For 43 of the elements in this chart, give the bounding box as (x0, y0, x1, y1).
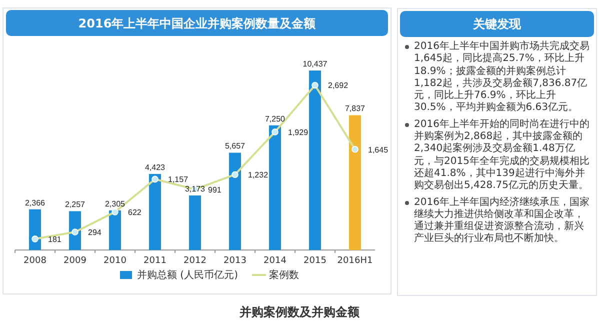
bar (349, 115, 361, 250)
legend-label: 案例数 (268, 269, 299, 281)
data-label: 181 (48, 234, 62, 244)
x-tick-label: 2010 (104, 256, 127, 266)
bar (189, 195, 201, 250)
data-label: 10,437 (302, 60, 328, 69)
bar (109, 210, 121, 250)
x-tick-label: 2015 (304, 256, 326, 266)
text: 关键发现 (400, 11, 594, 37)
x-tick-label: 2014 (264, 256, 287, 266)
data-label: 1,645 (368, 145, 389, 154)
x-tick-label: 2009 (64, 256, 87, 266)
text: 2016年上半年国内经济继续承压，国家继续大力推进供给侧改革和国企改革，通过兼并重组促进资源整合流动，新兴产业巨头的行业布局也不断加快。 (414, 196, 590, 246)
x-tick-label: 2016H1 (337, 256, 373, 266)
bar (149, 174, 161, 250)
data-label: 4,423 (144, 162, 166, 172)
data-label: 294 (88, 228, 102, 238)
x-tick-label: 2013 (224, 256, 246, 266)
text: 并购案例数及并购金额 (238, 304, 360, 321)
data-label: 1,157 (168, 175, 189, 184)
x-tick-label: 2011 (144, 256, 166, 266)
x-tick-label: 2008 (24, 256, 47, 266)
bar (269, 125, 281, 250)
data-label: 1,232 (248, 170, 269, 180)
data-label: 2,257 (64, 200, 86, 210)
bar (29, 209, 41, 250)
data-label: 7,250 (264, 114, 286, 124)
data-label: 3,173 (184, 184, 206, 194)
text: 2016年上半年开始的同时尚在进行中的并购案例为2,868起，其中披露金额的2,340起案例涉及交易金额1.48万亿元，与2015年全年完成的交易规模相比还超41.8%，其中139起进行中海外并购交易创出5,428.75亿元的历史天量。 (414, 118, 590, 193)
data-label: 2,305 (104, 199, 126, 208)
chart-title: 2016年上半年中国企业并购案例数量及金额 (78, 16, 317, 30)
bar (229, 152, 241, 250)
text: 2016年上半年中国并购市场共完成交易1,645起，同比提高25.7%，环比上升18.9%；披露金额的并购案例总计1,182起，共涉及交易金额7,836.87亿元，同比上升76.9%，环比上升30.5%，平均并购金额为6.63亿元。 (414, 41, 590, 115)
data-label: 2,366 (24, 198, 46, 208)
data-label: 622 (128, 208, 142, 217)
data-label: 5,657 (224, 142, 246, 151)
data-label: 7,837 (344, 104, 366, 114)
bar (309, 70, 321, 250)
data-label: 991 (208, 185, 222, 194)
data-label: 1,929 (288, 128, 309, 137)
data-label: 2,692 (328, 81, 349, 90)
legend-label: 并购总额 (人民币亿元) (137, 269, 238, 281)
x-tick-label: 2012 (184, 256, 206, 266)
